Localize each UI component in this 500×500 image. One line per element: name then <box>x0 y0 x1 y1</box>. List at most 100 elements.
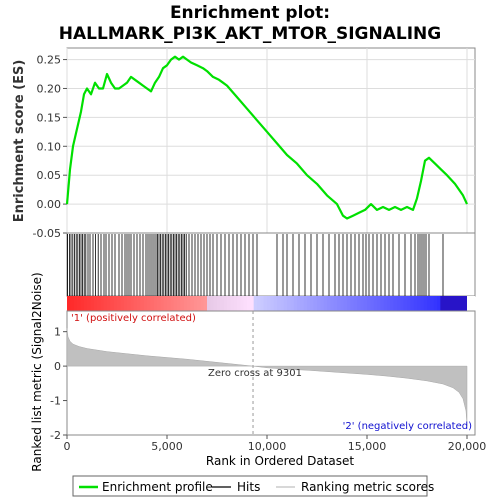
color-bar-segment <box>390 296 395 311</box>
color-bar-segment <box>247 296 251 311</box>
color-bar-segment <box>447 296 451 311</box>
color-bar-segment <box>373 296 378 311</box>
color-bar-segment <box>387 296 391 311</box>
color-bar-segment <box>413 296 418 311</box>
color-bar-segment <box>437 296 441 311</box>
color-bar-segment <box>100 296 105 311</box>
color-bar-segment <box>130 296 135 311</box>
color-bar-segment <box>460 296 465 311</box>
color-bar-segment <box>233 296 238 311</box>
color-bar-segment <box>167 296 171 311</box>
color-bar-segment <box>407 296 411 311</box>
color-bar-segment <box>160 296 165 311</box>
chart-title-line1: Enrichment plot: <box>170 3 330 23</box>
color-bar-segment <box>87 296 91 311</box>
color-bar-segment <box>433 296 438 311</box>
color-bar-segment <box>67 296 71 311</box>
es-y-tick-label: 0.10 <box>37 140 62 153</box>
color-bar-segment <box>370 296 375 311</box>
metric-y-ticks: 1 0 -1 -2 <box>50 326 67 442</box>
color-bar-segment <box>213 296 218 311</box>
color-bar-segment <box>427 296 431 311</box>
negative-correlation-label: '2' (negatively correlated) <box>343 421 472 432</box>
color-bar-segment <box>260 296 265 311</box>
hits-panel-frame <box>66 232 476 297</box>
color-bar-segment <box>270 296 275 311</box>
es-y-tick-label: 0.20 <box>37 82 62 95</box>
color-bar-segment <box>430 296 435 311</box>
color-bar-segment <box>340 296 345 311</box>
color-bar-tail <box>467 296 475 311</box>
color-bar-segment <box>227 296 231 311</box>
x-tick-label: 5,000 <box>151 440 183 453</box>
color-bar-segment <box>220 296 225 311</box>
color-bar-segment <box>83 296 88 311</box>
color-bar-segment <box>307 296 311 311</box>
color-bar-segment <box>443 296 448 311</box>
hit-marks <box>67 234 444 296</box>
color-bar-segment <box>300 296 305 311</box>
color-bar-segment <box>357 296 361 311</box>
metric-y-tick-label: 0 <box>54 360 61 373</box>
color-bar-segment <box>380 296 385 311</box>
color-bar-segment <box>187 296 191 311</box>
color-bar-segment <box>330 296 335 311</box>
color-bar-segment <box>243 296 248 311</box>
ranking-metric-area <box>66 328 468 427</box>
color-bar-segment <box>353 296 358 311</box>
color-bar-segment <box>173 296 178 311</box>
color-bar-segment <box>123 296 128 311</box>
metric-y-axis-label: Ranked list metric (Signal2Noise) <box>30 272 44 471</box>
es-y-ticks: 0.25 0.20 0.15 0.10 0.05 0.00 -0.05 <box>33 54 67 240</box>
x-tick-label: 10,000 <box>248 440 287 453</box>
color-bar-segment <box>423 296 428 311</box>
color-bar-segment <box>297 296 301 311</box>
color-bar-segment <box>303 296 308 311</box>
metric-y-tick-label: 1 <box>54 326 61 339</box>
legend-profile-label: Enrichment profile <box>102 480 213 494</box>
color-bar-segment <box>70 296 75 311</box>
color-bar-segment <box>103 296 108 311</box>
color-bar-segment <box>450 296 455 311</box>
es-y-axis-label: Enrichment score (ES) <box>12 60 27 223</box>
color-bar-segment <box>127 296 131 311</box>
color-bar-segment <box>293 296 298 311</box>
color-bar-segment <box>207 296 211 311</box>
hits-panel <box>66 232 476 297</box>
color-bar-segment <box>237 296 241 311</box>
color-bar-segment <box>117 296 121 311</box>
color-bar-segment <box>163 296 168 311</box>
color-bar-segment <box>377 296 381 311</box>
color-bar-segment <box>250 296 255 311</box>
color-bar-segment <box>337 296 341 311</box>
color-bar-segment <box>280 296 285 311</box>
color-bar-segment <box>147 296 151 311</box>
color-bar-segment <box>210 296 215 311</box>
color-bar-segment <box>290 296 295 311</box>
color-bar-segment <box>90 296 95 311</box>
color-bar-segment <box>197 296 201 311</box>
color-bar-segment <box>80 296 85 311</box>
color-bar-segment <box>113 296 118 311</box>
enrichment-profile-line <box>65 55 468 220</box>
color-bar-segment <box>200 296 205 311</box>
color-bar-segment <box>347 296 351 311</box>
color-bar-segment <box>190 296 195 311</box>
color-bar-segment <box>397 296 401 311</box>
color-bar-segment <box>400 296 405 311</box>
color-bar-segment <box>327 296 331 311</box>
color-bar-segment <box>383 296 388 311</box>
x-tick-label: 20,000 <box>448 440 487 453</box>
positive-correlation-label: '1' (positively correlated) <box>71 313 196 324</box>
x-ticks: 0 5,000 10,000 15,000 20,000 <box>64 435 487 453</box>
color-bar-segment <box>360 296 365 311</box>
legend-hits-label: Hits <box>237 480 260 494</box>
color-bar-segment <box>323 296 328 311</box>
color-bar-segment <box>193 296 198 311</box>
color-bar-segment <box>263 296 268 311</box>
color-bar-segment <box>183 296 188 311</box>
color-bar-segment <box>203 296 208 311</box>
legend: Enrichment profile Hits Ranking metric s… <box>72 475 434 497</box>
color-bar-segment <box>73 296 78 311</box>
color-bar-segment <box>277 296 281 311</box>
